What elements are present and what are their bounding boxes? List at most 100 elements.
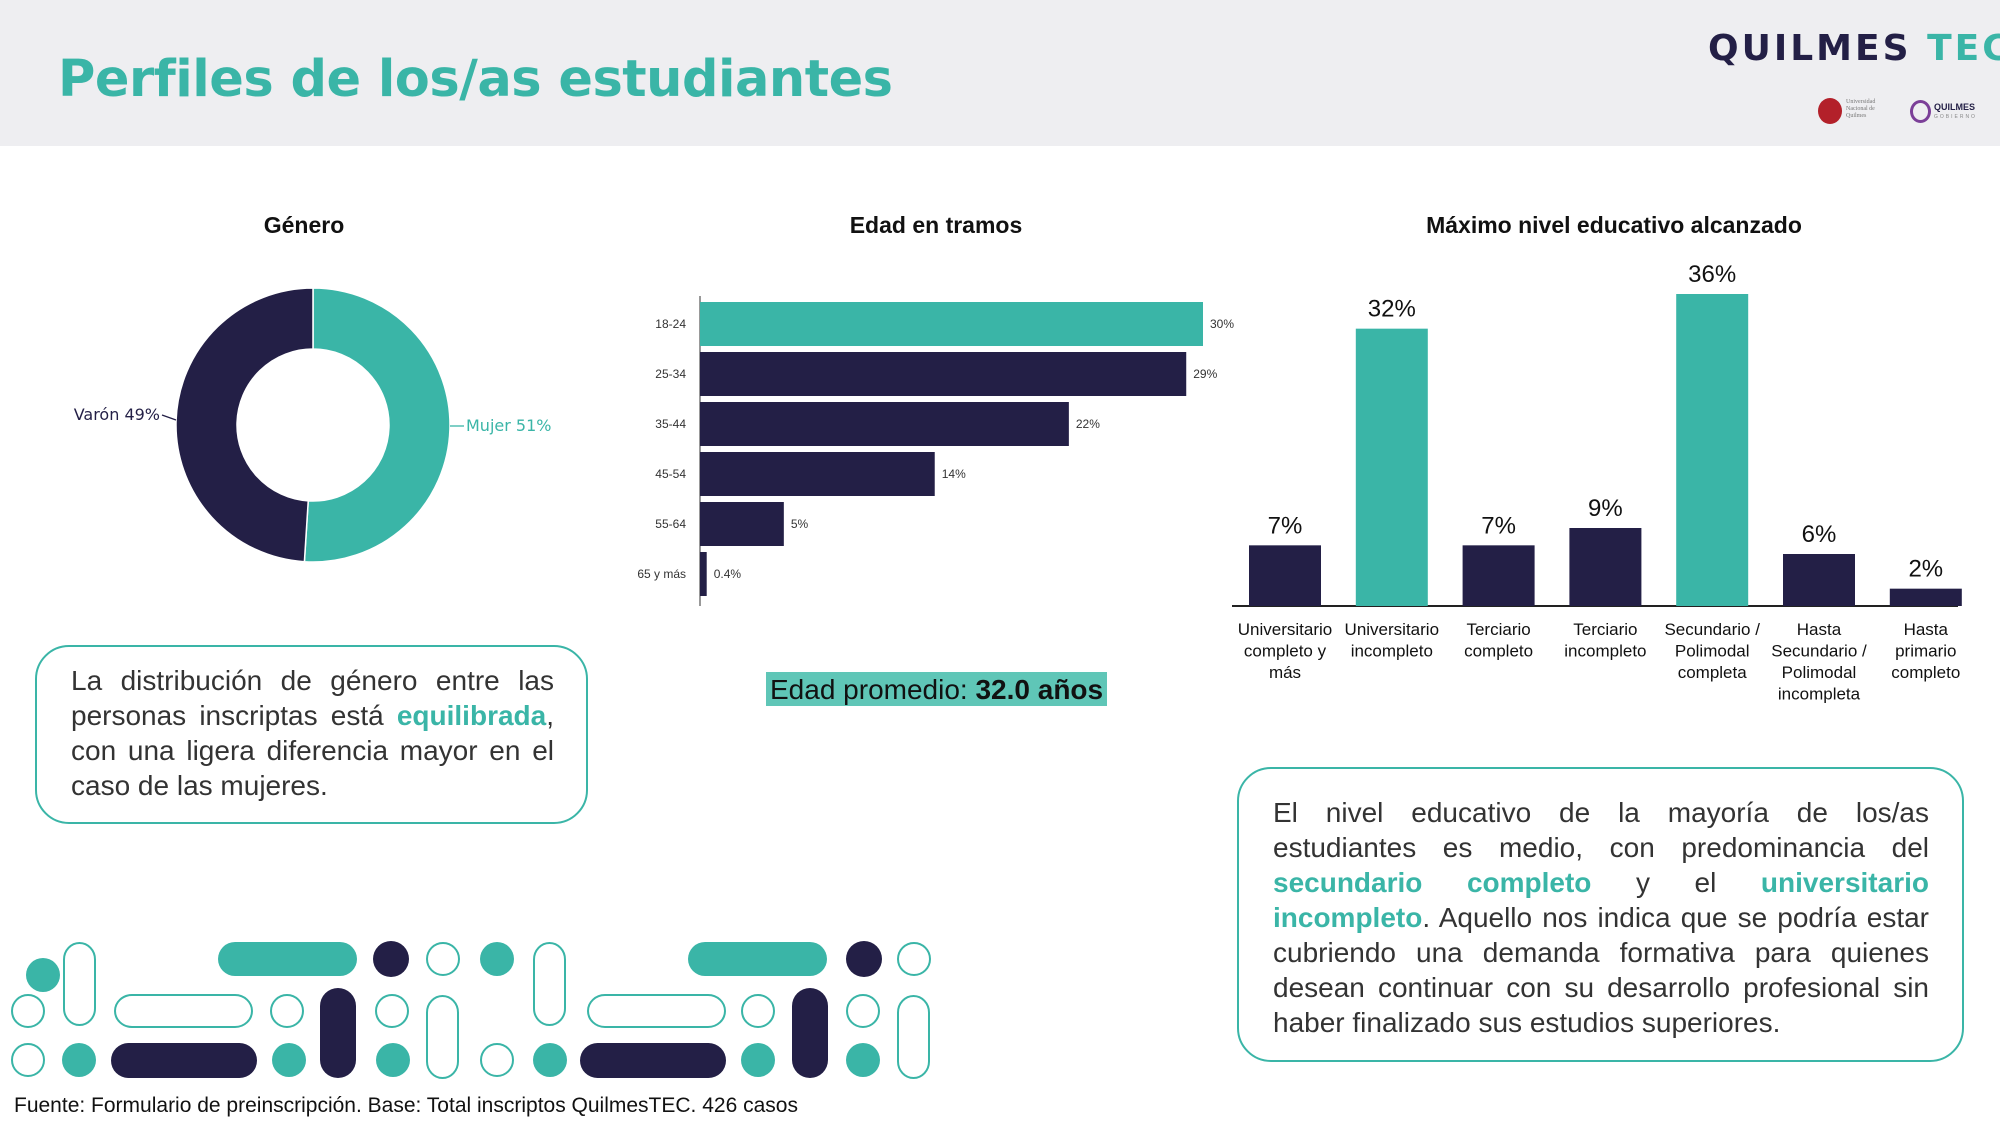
- age-tick-label: 45-54: [655, 467, 686, 481]
- age-tick-label: 35-44: [655, 417, 686, 431]
- average-age-label: Edad promedio:: [770, 674, 976, 705]
- unq-logo: Universidad Nacional de Quilmes: [1818, 98, 1890, 126]
- education-tick-line: Universitario: [1345, 620, 1439, 639]
- education-tick-line: Polimodal: [1782, 663, 1857, 682]
- average-age-value: 32.0 años: [975, 674, 1104, 705]
- age-data-label: 0.4%: [714, 567, 742, 581]
- age-tick-label: 65 y más: [637, 567, 686, 581]
- education-tick-line: Terciario: [1573, 620, 1637, 639]
- decor-pill: [426, 995, 459, 1079]
- age-data-label: 5%: [791, 517, 809, 531]
- decor-pill: [480, 1043, 514, 1077]
- education-data-label: 36%: [1688, 261, 1736, 288]
- unq-seal-icon: [1818, 98, 1842, 124]
- education-tick-line: incompleto: [1351, 642, 1433, 661]
- decor-pill: [320, 988, 356, 1078]
- decor-pill: [375, 994, 409, 1028]
- page-title: Perfiles de los/as estudiantes: [58, 50, 893, 109]
- age-data-label: 22%: [1076, 417, 1100, 431]
- decor-pill: [587, 994, 726, 1028]
- decor-pill: [11, 1043, 45, 1077]
- decor-pill: [897, 995, 930, 1079]
- education-note-box: El nivel educativo de la mayoría de los/…: [1237, 767, 1964, 1062]
- education-tick-line: completo: [1464, 642, 1533, 661]
- education-tick-line: Polimodal: [1675, 642, 1750, 661]
- donut-slice-varón: [175, 287, 314, 563]
- decor-pill: [533, 1043, 567, 1077]
- education-tick-label: Terciario completo: [1464, 620, 1533, 661]
- education-bar: [1783, 554, 1855, 606]
- decor-pill: [11, 994, 45, 1028]
- education-bar: [1462, 545, 1535, 606]
- education-data-label: 6%: [1802, 521, 1837, 548]
- age-bar: [700, 302, 1203, 346]
- education-data-label: 32%: [1368, 296, 1416, 323]
- donut-slice-mujer: [303, 287, 451, 563]
- age-tick-label: 25-34: [655, 367, 686, 381]
- decor-pill: [63, 942, 96, 1026]
- unq-logo-label: Universidad Nacional de Quilmes: [1846, 99, 1876, 119]
- education-tick-line: primario: [1895, 642, 1956, 661]
- education-note-highlight-2: universitario incompleto: [1273, 867, 1929, 933]
- decor-pill: [62, 1043, 96, 1077]
- decor-pill: [373, 941, 409, 977]
- source-note: Fuente: Formulario de preinscripción. Ba…: [14, 1094, 798, 1117]
- decor-pill: [533, 942, 566, 1026]
- decor-pill: [376, 1043, 410, 1077]
- age-chart-title: Edad en tramos: [849, 212, 1023, 238]
- education-data-label: 9%: [1588, 495, 1623, 522]
- header-band: [0, 0, 2000, 146]
- decor-pill: [480, 942, 514, 976]
- decor-pill: [26, 958, 60, 992]
- education-tick-label: Terciario incompleto: [1564, 620, 1646, 661]
- gender-note-text-1: La distribución de género entre las pers…: [71, 665, 554, 731]
- decor-pill: [688, 942, 827, 976]
- donut-label: Mujer 51%: [466, 416, 551, 435]
- education-chart-title: Máximo nivel educativo alcanzado: [1426, 212, 1802, 238]
- decor-pill: [426, 942, 460, 976]
- decor-pill: [114, 994, 253, 1028]
- education-tick-line: Hasta: [1797, 620, 1842, 639]
- gender-note-text-2: , con una ligera diferencia mayor en el …: [71, 700, 554, 801]
- education-tick-line: incompleta: [1778, 685, 1861, 704]
- decor-pill: [846, 994, 880, 1028]
- age-bar: [700, 352, 1187, 396]
- education-tick-label: Hasta primario completo: [1891, 620, 1960, 682]
- age-data-label: 30%: [1210, 317, 1234, 331]
- education-tick-line: Terciario: [1466, 620, 1530, 639]
- education-bar: [1569, 528, 1642, 606]
- education-bar: [1676, 294, 1749, 606]
- education-note-text-1: El nivel educativo de la mayoría de los/…: [1273, 797, 1929, 863]
- education-tick-label: Universitario completo y más: [1238, 620, 1332, 682]
- decor-pill: [270, 994, 304, 1028]
- age-tick-label: 18-24: [655, 317, 686, 331]
- education-bar: [1889, 588, 1962, 606]
- education-tick-line: incompleto: [1564, 642, 1646, 661]
- education-tick-line: Hasta: [1904, 620, 1949, 639]
- education-tick-line: completo: [1891, 663, 1960, 682]
- age-data-label: 29%: [1193, 367, 1217, 381]
- decor-pill: [846, 1043, 880, 1077]
- age-bar: [700, 552, 707, 596]
- education-tick-line: completa: [1678, 663, 1748, 682]
- brand-logo: QUILMES TEC: [1708, 28, 2000, 69]
- average-age-box: Edad promedio: 32.0 años: [766, 672, 1108, 706]
- decor-pill: [741, 1043, 775, 1077]
- quilmes-gobierno-logo: QUILMES GOBIERNO: [1910, 100, 1986, 126]
- education-tick-label: Universitario incompleto: [1345, 620, 1439, 661]
- age-bar: [700, 402, 1069, 446]
- donut-leader-line: [161, 414, 177, 421]
- education-tick-line: completo y: [1244, 642, 1327, 661]
- education-data-label: 7%: [1481, 512, 1516, 539]
- education-tick-line: Secundario /: [1771, 642, 1867, 661]
- age-bar: [700, 502, 784, 546]
- education-bar: [1355, 328, 1428, 606]
- education-bar: [1249, 545, 1321, 606]
- decor-pill: [111, 1043, 257, 1078]
- education-tick-line: Secundario /: [1664, 620, 1760, 639]
- education-note-highlight-1: secundario completo: [1273, 867, 1592, 898]
- decor-pill: [846, 941, 882, 977]
- decor-pill: [792, 988, 828, 1078]
- decor-pill: [218, 942, 357, 976]
